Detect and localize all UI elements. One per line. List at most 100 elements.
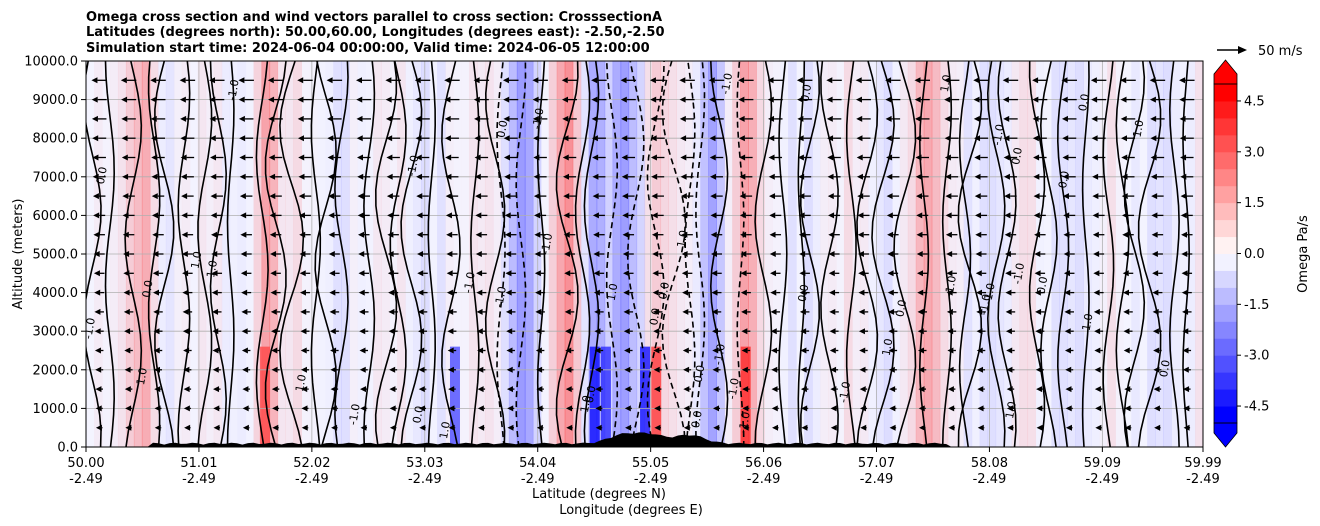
- contour-label: 0.0: [689, 410, 705, 429]
- wind-vector-head: [150, 115, 157, 122]
- wind-vector-head: [446, 270, 453, 277]
- contour-label: 0.0: [893, 299, 909, 318]
- colorbar-extend-min: [1213, 422, 1238, 448]
- wind-vector-head: [681, 270, 688, 277]
- colorbar-segment: [1214, 287, 1237, 305]
- wind-vector-head: [1035, 366, 1042, 373]
- wind-vector-head: [210, 193, 217, 200]
- wind-vector-head: [650, 115, 657, 122]
- wind-vector-head: [946, 270, 953, 277]
- wind-vector-head: [330, 386, 337, 393]
- wind-vector-head: [417, 251, 424, 257]
- wind-vector-head: [1152, 270, 1159, 277]
- wind-vector-head: [593, 270, 600, 277]
- wind-vector-head: [326, 96, 333, 103]
- wind-vector-head: [946, 308, 953, 315]
- wind-vector-head: [213, 405, 220, 412]
- contour-label: 1.0: [880, 337, 896, 356]
- wind-vector-head: [473, 77, 480, 84]
- omega-core: [651, 346, 662, 447]
- wind-vector-head: [94, 328, 101, 335]
- omega-contour: [957, 61, 983, 447]
- colorbar-tick-label: -3.0: [1244, 349, 1269, 364]
- wind-vector-head: [947, 347, 954, 354]
- wind-vector-head: [680, 193, 687, 200]
- wind-vector-head: [857, 193, 864, 200]
- wind-vector-head: [1033, 173, 1040, 180]
- wind-vector-head: [1061, 96, 1068, 103]
- contour-label: 1.0: [578, 394, 594, 413]
- wind-vector-head: [650, 96, 657, 103]
- wind-vector-head: [358, 251, 365, 257]
- wind-vector-head: [1150, 154, 1157, 161]
- wind-vector-head: [653, 328, 660, 335]
- wind-vector-head: [564, 270, 571, 277]
- wind-vector-head: [682, 347, 689, 354]
- wind-vector-head: [123, 308, 130, 315]
- contour-label: 1.0: [437, 421, 453, 440]
- wind-vector-head: [826, 115, 833, 122]
- wind-vector-head: [327, 154, 334, 161]
- wind-vector-head: [917, 289, 924, 296]
- wind-vector-head: [359, 328, 366, 335]
- wind-vector-head: [886, 173, 893, 180]
- quiver-key-arrowhead: [1238, 46, 1247, 54]
- wind-vector-head: [95, 366, 102, 373]
- wind-vector-head: [535, 347, 542, 354]
- wind-vector-head: [592, 212, 599, 219]
- wind-vector-head: [915, 135, 922, 142]
- wind-vector-head: [298, 193, 305, 200]
- wind-vector-head: [536, 386, 543, 393]
- wind-vector-head: [1035, 328, 1042, 335]
- contour-label: -1.0: [1011, 262, 1028, 285]
- colorbar-segment: [1214, 185, 1237, 204]
- colorbar-segment: [1214, 117, 1237, 136]
- y-tick-label: 7000.0: [33, 170, 79, 185]
- omega-contour: [605, 61, 619, 447]
- wind-vector-head: [595, 424, 602, 431]
- x-tick-label-lat: 57.07: [858, 456, 895, 471]
- colorbar-segment: [1214, 253, 1237, 271]
- wind-vector-head: [533, 154, 540, 161]
- omega-contour: [310, 61, 322, 447]
- wind-vector-head: [95, 405, 102, 412]
- omega-contour: [871, 61, 895, 447]
- wind-vector-head: [591, 77, 598, 84]
- wind-vector-head: [916, 251, 923, 257]
- wind-vector-head: [830, 424, 837, 431]
- wind-vector-head: [182, 289, 189, 296]
- wind-vector-head: [298, 212, 305, 219]
- omega-contour: [484, 61, 506, 447]
- wind-vector-head: [944, 154, 951, 161]
- wind-vector-head: [125, 405, 132, 412]
- wind-vector-head: [270, 270, 277, 277]
- x-tick-label-lon: -2.49: [634, 472, 668, 487]
- wind-vector-head: [742, 405, 749, 412]
- wind-vector-head: [388, 289, 395, 296]
- wind-vector-head: [447, 347, 454, 354]
- wind-vector-head: [1123, 289, 1130, 296]
- wind-vector-head: [562, 154, 569, 161]
- wind-vector-head: [976, 328, 983, 335]
- omega-contour: [197, 61, 213, 447]
- wind-vector-head: [564, 251, 571, 257]
- wind-vector-head: [914, 77, 921, 84]
- wind-vector-head: [532, 77, 539, 84]
- wind-vector-head: [651, 193, 658, 200]
- contour-label: 0.0: [692, 364, 708, 383]
- wind-vector-head: [1179, 77, 1186, 84]
- wind-vector-head: [269, 212, 276, 219]
- wind-vector-head: [856, 154, 863, 161]
- wind-vector-head: [535, 328, 542, 335]
- wind-vector-head: [1093, 308, 1100, 315]
- wind-vector-head: [1063, 231, 1070, 238]
- wind-vector-head: [1152, 328, 1159, 335]
- wind-vector-head: [1004, 193, 1011, 200]
- wind-vector-head: [738, 77, 745, 84]
- wind-vector-head: [918, 405, 925, 412]
- wind-vector-head: [473, 96, 480, 103]
- contour-label: 0.0: [1009, 146, 1025, 165]
- wind-vector-head: [1094, 366, 1101, 373]
- wind-vector-head: [446, 231, 453, 238]
- wind-vector-head: [885, 135, 892, 142]
